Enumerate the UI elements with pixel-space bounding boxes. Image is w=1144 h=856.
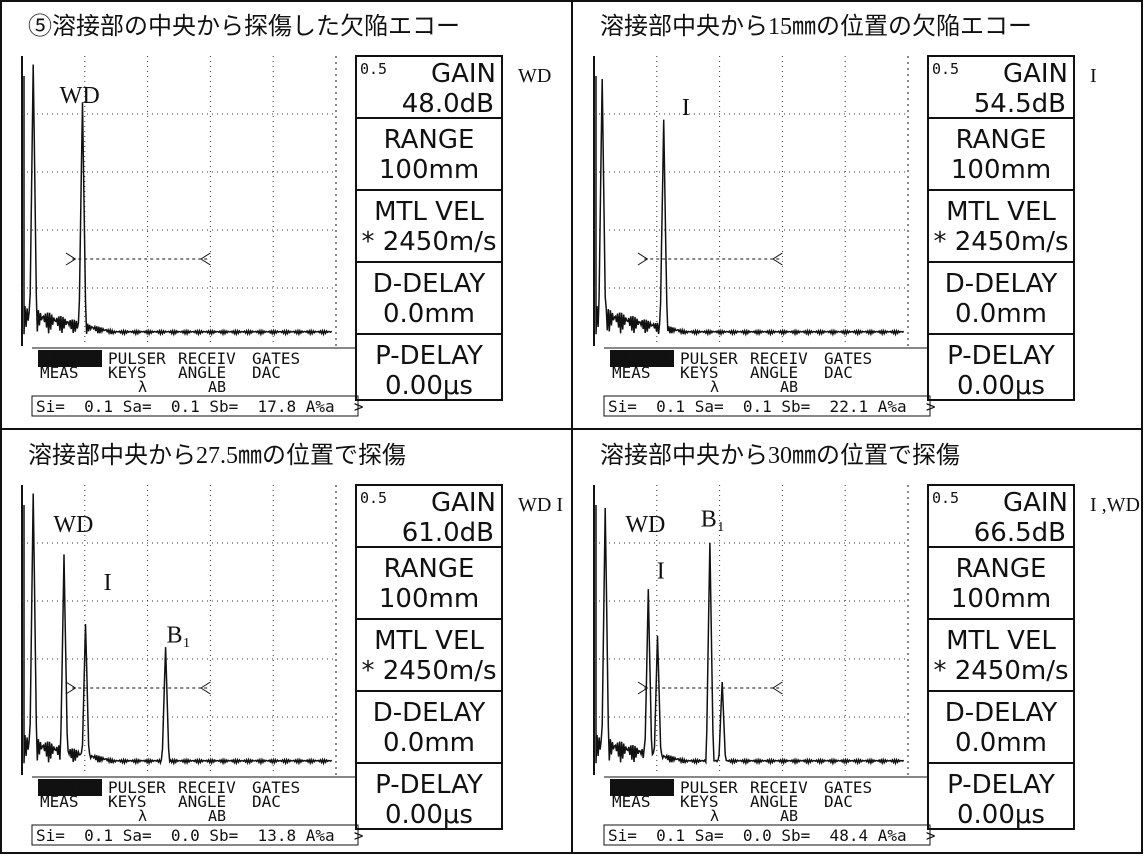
ddelay-label: D-DELAY: [945, 698, 1058, 728]
peak-label: I: [657, 559, 665, 585]
gain-value: 61.0dB: [402, 518, 494, 548]
peak-label: I: [104, 570, 112, 596]
gain-value: 48.0dB: [402, 89, 494, 119]
gain-scale: 0.5: [360, 60, 387, 78]
mtl-value: * 2450m/s: [933, 227, 1068, 257]
gain-value: 66.5dB: [974, 518, 1066, 548]
peak-label: WD: [53, 512, 93, 538]
panel-title: 溶接部中央から30㎜の位置で探傷: [600, 442, 960, 469]
ddelay-label: D-DELAY: [373, 269, 486, 299]
outside-label: WD: [518, 65, 551, 87]
panel-title: 溶接部中央から15㎜の位置の欠陥エコー: [600, 13, 1032, 40]
peak-label: I: [682, 95, 690, 121]
menu-item: MEAS: [612, 363, 651, 382]
range-label: RANGE: [384, 125, 475, 155]
menu-sub: AB: [780, 807, 798, 825]
ddelay-label: D-DELAY: [945, 269, 1058, 299]
outside-label: WD I: [518, 494, 563, 516]
range-label: RANGE: [956, 125, 1047, 155]
pdelay-value: 0.00μs: [957, 371, 1045, 401]
pdelay-label: P-DELAY: [947, 770, 1055, 800]
gain-scale: 0.5: [932, 60, 959, 78]
pdelay-value: 0.00μs: [957, 800, 1045, 830]
pdelay-label: P-DELAY: [375, 770, 483, 800]
peak-label: B₁: [701, 506, 725, 532]
ddelay-label: D-DELAY: [373, 698, 486, 728]
menu-item: DAC: [824, 792, 853, 811]
pdelay-label: P-DELAY: [375, 341, 483, 371]
ddelay-value: 0.0mm: [383, 299, 475, 329]
gain-label: GAIN: [431, 59, 496, 89]
range-value: 100mm: [379, 584, 479, 614]
mtl-label: MTL VEL: [946, 197, 1056, 227]
panel-title: ⑤溶接部の中央から探傷した欠陥エコー: [28, 13, 460, 40]
peak-label: WD: [625, 512, 665, 538]
mtl-value: * 2450m/s: [361, 656, 496, 686]
range-value: 100mm: [379, 155, 479, 185]
pdelay-value: 0.00μs: [385, 371, 473, 401]
menu-sub: AB: [208, 807, 226, 825]
status-text: Si= 0.1 Sa= 0.1 Sb= 17.8 A%a >: [36, 397, 364, 416]
menu-sub: λ: [710, 378, 719, 396]
pdelay-value: 0.00μs: [385, 800, 473, 830]
ddelay-value: 0.0mm: [955, 728, 1047, 758]
menu-item: MEAS: [40, 363, 79, 382]
panel-title: 溶接部中央から27.5㎜の位置で探傷: [28, 442, 406, 469]
pdelay-label: P-DELAY: [947, 341, 1055, 371]
ddelay-value: 0.0mm: [383, 728, 475, 758]
gain-scale: 0.5: [932, 489, 959, 507]
gain-label: GAIN: [1003, 59, 1068, 89]
menu-item: DAC: [252, 363, 281, 382]
echo-waveform: [596, 505, 904, 763]
menu-item: MEAS: [612, 792, 651, 811]
menu-item: DAC: [824, 363, 853, 382]
peak-label: WD: [60, 83, 100, 109]
mtl-label: MTL VEL: [374, 197, 484, 227]
range-value: 100mm: [951, 155, 1051, 185]
range-label: RANGE: [384, 554, 475, 584]
mtl-value: * 2450m/s: [933, 656, 1068, 686]
menu-sub: AB: [208, 378, 226, 396]
menu-sub: λ: [710, 807, 719, 825]
range-value: 100mm: [951, 584, 1051, 614]
outside-label: I: [1090, 65, 1097, 87]
document: ⑤溶接部の中央から探傷した欠陥エコーWD0.5GAIN48.0dBRANGE10…: [0, 0, 1144, 856]
status-text: Si= 0.1 Sa= 0.0 Sb= 13.8 A%a >: [36, 826, 364, 845]
status-text: Si= 0.1 Sa= 0.0 Sb= 48.4 A%a >: [608, 826, 936, 845]
gain-label: GAIN: [1003, 488, 1068, 518]
mtl-label: MTL VEL: [374, 626, 484, 656]
outside-label: I ,WD: [1090, 494, 1140, 516]
menu-item: MEAS: [40, 792, 79, 811]
echo-waveform: [596, 76, 904, 334]
range-label: RANGE: [956, 554, 1047, 584]
mtl-value: * 2450m/s: [361, 227, 496, 257]
panel: ⑤溶接部の中央から探傷した欠陥エコー WD 0.5 GAIN48.0dB RANGE10…: [22, 13, 551, 416]
peak-label: B₁: [166, 622, 190, 648]
gain-label: GAIN: [431, 488, 496, 518]
mtl-label: MTL VEL: [946, 626, 1056, 656]
ddelay-value: 0.0mm: [955, 299, 1047, 329]
menu-sub: AB: [780, 378, 798, 396]
gain-scale: 0.5: [360, 489, 387, 507]
menu-item: DAC: [252, 792, 281, 811]
menu-sub: λ: [138, 378, 147, 396]
status-text: Si= 0.1 Sa= 0.1 Sb= 22.1 A%a >: [608, 397, 936, 416]
menu-sub: λ: [138, 807, 147, 825]
gain-value: 54.5dB: [974, 89, 1066, 119]
